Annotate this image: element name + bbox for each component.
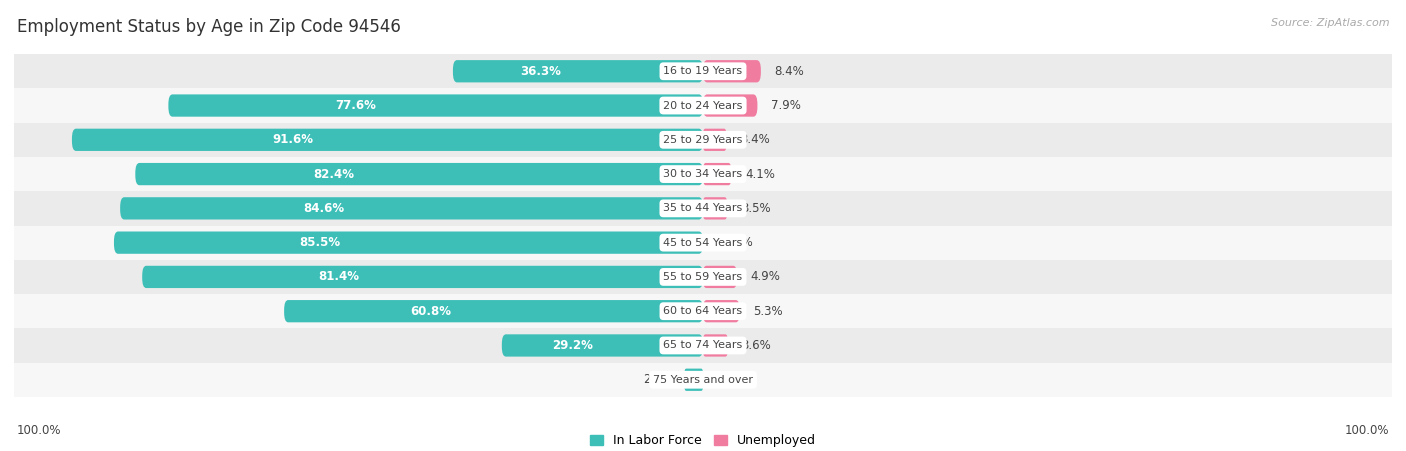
Text: 4.9%: 4.9% xyxy=(751,271,780,283)
FancyBboxPatch shape xyxy=(703,163,731,185)
FancyBboxPatch shape xyxy=(14,88,1392,123)
Text: 3.6%: 3.6% xyxy=(741,339,772,352)
FancyBboxPatch shape xyxy=(14,123,1392,157)
Text: 35 to 44 Years: 35 to 44 Years xyxy=(664,203,742,213)
FancyBboxPatch shape xyxy=(14,191,1392,226)
Text: 1.0%: 1.0% xyxy=(724,236,754,249)
Text: 3.5%: 3.5% xyxy=(741,202,770,215)
FancyBboxPatch shape xyxy=(72,129,703,151)
Text: 45 to 54 Years: 45 to 54 Years xyxy=(664,238,742,248)
FancyBboxPatch shape xyxy=(120,197,703,220)
FancyBboxPatch shape xyxy=(14,294,1392,328)
Text: 65 to 74 Years: 65 to 74 Years xyxy=(664,341,742,350)
Text: 100.0%: 100.0% xyxy=(17,424,62,437)
Text: 75 Years and over: 75 Years and over xyxy=(652,375,754,385)
FancyBboxPatch shape xyxy=(685,368,703,391)
Text: 0.0%: 0.0% xyxy=(717,373,747,386)
FancyBboxPatch shape xyxy=(703,197,727,220)
FancyBboxPatch shape xyxy=(703,334,728,357)
FancyBboxPatch shape xyxy=(14,226,1392,260)
Text: 8.4%: 8.4% xyxy=(775,65,804,78)
FancyBboxPatch shape xyxy=(502,334,703,357)
Text: 60 to 64 Years: 60 to 64 Years xyxy=(664,306,742,316)
FancyBboxPatch shape xyxy=(703,300,740,322)
FancyBboxPatch shape xyxy=(703,94,758,117)
Text: 85.5%: 85.5% xyxy=(299,236,340,249)
Legend: In Labor Force, Unemployed: In Labor Force, Unemployed xyxy=(585,429,821,451)
Text: 7.9%: 7.9% xyxy=(772,99,801,112)
Text: 3.4%: 3.4% xyxy=(740,133,770,146)
FancyBboxPatch shape xyxy=(703,129,727,151)
Text: 5.3%: 5.3% xyxy=(754,305,783,318)
Text: 60.8%: 60.8% xyxy=(411,305,451,318)
Text: 2.7%: 2.7% xyxy=(644,373,673,386)
FancyBboxPatch shape xyxy=(703,60,761,83)
Text: 16 to 19 Years: 16 to 19 Years xyxy=(664,66,742,76)
Text: 77.6%: 77.6% xyxy=(335,99,375,112)
Text: 25 to 29 Years: 25 to 29 Years xyxy=(664,135,742,145)
Text: 29.2%: 29.2% xyxy=(551,339,593,352)
Text: 4.1%: 4.1% xyxy=(745,168,775,180)
Text: 100.0%: 100.0% xyxy=(1344,424,1389,437)
Text: 30 to 34 Years: 30 to 34 Years xyxy=(664,169,742,179)
FancyBboxPatch shape xyxy=(14,54,1392,88)
Text: 84.6%: 84.6% xyxy=(304,202,344,215)
Text: 81.4%: 81.4% xyxy=(318,271,359,283)
Text: 82.4%: 82.4% xyxy=(314,168,354,180)
Text: 20 to 24 Years: 20 to 24 Years xyxy=(664,101,742,110)
FancyBboxPatch shape xyxy=(703,266,737,288)
Text: Employment Status by Age in Zip Code 94546: Employment Status by Age in Zip Code 945… xyxy=(17,18,401,36)
Text: 91.6%: 91.6% xyxy=(273,133,314,146)
FancyBboxPatch shape xyxy=(284,300,703,322)
Text: 55 to 59 Years: 55 to 59 Years xyxy=(664,272,742,282)
FancyBboxPatch shape xyxy=(14,363,1392,397)
FancyBboxPatch shape xyxy=(14,328,1392,363)
FancyBboxPatch shape xyxy=(114,231,703,254)
FancyBboxPatch shape xyxy=(142,266,703,288)
Text: Source: ZipAtlas.com: Source: ZipAtlas.com xyxy=(1271,18,1389,28)
FancyBboxPatch shape xyxy=(453,60,703,83)
FancyBboxPatch shape xyxy=(14,260,1392,294)
FancyBboxPatch shape xyxy=(135,163,703,185)
FancyBboxPatch shape xyxy=(169,94,703,117)
FancyBboxPatch shape xyxy=(14,157,1392,191)
Text: 36.3%: 36.3% xyxy=(520,65,561,78)
